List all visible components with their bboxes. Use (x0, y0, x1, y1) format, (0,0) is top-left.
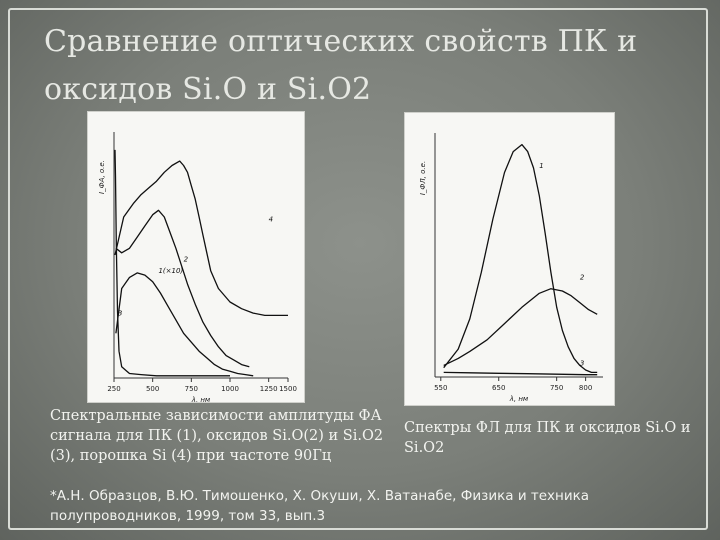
chart-photoacoustic: 250 500 750 1000 1250 1500 λ, нм I_ФА, о.е. 4 2 1(… (88, 112, 304, 402)
pl-series-2-line (443, 288, 598, 366)
pa-x-tick-label: 1500 (279, 385, 297, 393)
pl-y-axis-label: I_ФЛ, о.е. (419, 161, 427, 195)
pl-x-tick-label: 650 (492, 384, 505, 392)
pa-series-2-line (115, 209, 250, 368)
chart-photoluminescence-svg: 550 650 750 800 λ, нм I_ФЛ, о.е. 1 2 3 (419, 133, 603, 403)
pa-x-tick-label: 1000 (221, 385, 239, 393)
pa-y-axis-label: I_ФА, о.е. (98, 160, 106, 194)
pa-series-4-line (114, 149, 230, 377)
pl-series-1-line (443, 143, 598, 374)
pa-x-tick-label: 500 (146, 385, 159, 393)
pl-x-tick-label: 750 (550, 384, 563, 392)
pa-x-axis-label: λ, нм (191, 396, 211, 402)
pa-series-1-label: 4 (269, 215, 273, 223)
pa-series-1-line (114, 160, 288, 317)
pl-x-axis-label: λ, нм (509, 395, 529, 403)
chart-photoluminescence: 550 650 750 800 λ, нм I_ФЛ, о.е. 1 2 3 (405, 113, 614, 405)
pa-x-tick-label: 750 (185, 385, 198, 393)
pl-x-tick-label: 550 (434, 384, 447, 392)
chart-photoacoustic-svg: 250 500 750 1000 1250 1500 λ, нм I_ФА, о.е. 4 21(… (98, 132, 297, 402)
pa-x-tick-label: 250 (107, 385, 120, 393)
pa-series-3-label: 1(×10) (158, 267, 183, 275)
pa-series-3-line (115, 272, 254, 377)
pl-series-1-label: 1 (539, 162, 543, 170)
pl-series-3-label: 3 (580, 359, 584, 367)
slide-title: Сравнение оптических свойств ПК и оксидо… (44, 24, 638, 107)
pl-series-2-label: 2 (580, 273, 585, 281)
caption-left: Спектральные зависимости амплитуды ФА си… (50, 408, 384, 464)
reference: *А.Н. Образцов, В.Ю. Тимошенко, Х. Окуши… (50, 488, 590, 524)
pl-series-3-line (443, 371, 598, 376)
caption-right: Спектры ФЛ для ПК и оксидов Si.O и Si.O2 (404, 420, 691, 456)
pa-series-4-label: 3 (118, 309, 122, 317)
slide-frame (8, 8, 708, 530)
pa-x-tick-label: 1250 (260, 385, 278, 393)
pa-series-2-label: 2 (184, 256, 189, 264)
pl-x-tick-label: 800 (579, 384, 592, 392)
